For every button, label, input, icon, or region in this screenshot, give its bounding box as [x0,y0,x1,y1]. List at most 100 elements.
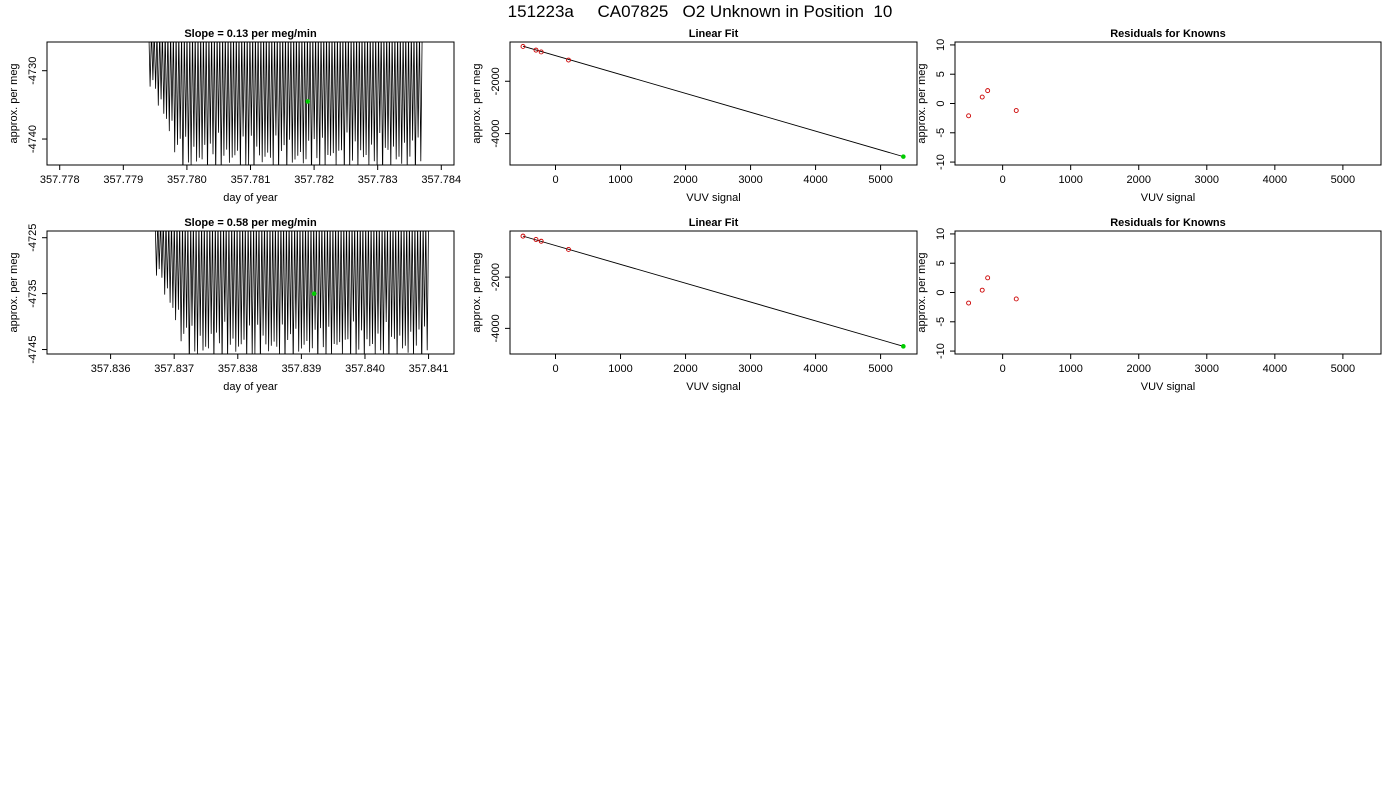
x-tick-label: 357.841 [409,363,449,375]
x-tick-label: 3000 [738,174,762,186]
chart-title: Slope = 0.13 per meg/min [184,28,317,40]
unknown-point [901,154,906,159]
y-tick-label: -2000 [490,67,502,95]
y-axis-label: approx. per meg [471,63,483,143]
x-tick-label: 357.780 [167,174,207,186]
chart-title: Residuals for Knowns [1110,28,1226,40]
plot-frame [954,230,1382,355]
y-tick-label: 10 [935,39,947,51]
x-axis-label: day of year [223,192,278,204]
plot-frame [509,230,918,355]
fit-line [522,45,904,158]
y-tick-label: -5 [935,317,947,327]
y-tick-label: -5 [935,128,947,138]
x-tick-label: 4000 [1263,174,1287,186]
y-axis-label: approx. per meg [916,252,928,332]
x-tick-label: 2000 [673,174,697,186]
known-point [566,57,571,63]
current-point [311,291,317,296]
plot-marks [520,43,906,159]
x-tick-label: 4000 [803,363,827,375]
x-tick-label: 0 [552,363,558,375]
known-point [966,300,972,306]
y-tick-label: 0 [935,100,947,106]
x-tick-label: 357.784 [421,174,461,186]
y-tick-label: -4000 [490,120,502,148]
current-point [305,99,311,104]
y-tick-label: -4725 [27,224,39,252]
x-tick-label: 0 [1000,174,1006,186]
y-tick-label: -10 [935,154,947,170]
chart-title: Residuals for Knowns [1110,217,1226,229]
y-tick-label: -4730 [27,57,39,85]
x-tick-label: 5000 [868,174,892,186]
y-tick-label: 10 [935,228,947,240]
y-axis-label: approx. per meg [916,63,928,143]
known-point [566,246,571,252]
y-axis-label: approx. per meg [8,63,20,143]
known-point [538,49,544,55]
chart-title: Linear Fit [689,217,739,229]
y-tick-label: -10 [935,343,947,359]
plot-frame [509,41,918,166]
x-axis-label: VUV signal [1141,381,1195,393]
chart-panel-2: Linear Fit 0 1000 2000 3000 4000 5000 -4000 -200… [471,28,918,204]
chart-title: Linear Fit [689,28,739,40]
x-tick-label: 0 [1000,363,1006,375]
chart-title: Slope = 0.58 per meg/min [184,217,317,229]
y-tick-label: 5 [935,71,947,77]
series-trace [148,42,423,165]
unknown-point [901,344,906,349]
chart-panel-1: Slope = 0.13 per meg/min 357.778 357.779 35… [8,28,461,204]
x-tick-label: 4000 [1263,363,1287,375]
x-tick-label: 2000 [673,363,697,375]
x-tick-label: 357.782 [294,174,334,186]
y-axis-label: approx. per meg [8,252,20,332]
known-point [979,94,985,100]
x-tick-label: 357.778 [40,174,80,186]
x-tick-label: 5000 [1331,363,1355,375]
known-point [533,237,539,242]
x-tick-label: 2000 [1126,363,1150,375]
x-tick-label: 1000 [1058,174,1082,186]
plot-marks [155,231,429,354]
x-tick-label: 357.837 [154,363,194,375]
fit-line [522,235,904,347]
y-axis-label: approx. per meg [471,252,483,332]
plot-marks [148,42,423,165]
x-tick-label: 1000 [1058,363,1082,375]
y-tick-label: -4745 [27,335,39,363]
x-tick-label: 357.840 [345,363,385,375]
x-tick-label: 357.838 [218,363,258,375]
x-tick-label: 357.779 [103,174,143,186]
x-axis-label: VUV signal [1141,192,1195,204]
known-point [979,287,985,293]
plot-frame [954,41,1382,166]
x-tick-label: 0 [552,174,558,186]
x-tick-label: 357.836 [91,363,131,375]
chart-panel-4: Slope = 0.58 per meg/min 357.836 357.837 35… [8,217,455,393]
x-tick-label: 5000 [868,363,892,375]
known-point [520,43,526,49]
y-tick-label: -4000 [490,314,502,342]
known-point [985,88,991,94]
chart-panel-6: Residuals for Knowns 0 1000 2000 3000 4000 500… [916,217,1382,393]
x-tick-label: 2000 [1126,174,1150,186]
x-tick-label: 1000 [608,174,632,186]
y-tick-label: 0 [935,289,947,295]
x-tick-label: 3000 [1195,174,1219,186]
x-tick-label: 357.783 [358,174,398,186]
x-axis-label: VUV signal [686,192,740,204]
known-point [538,238,544,244]
known-point [1013,296,1019,302]
y-tick-label: -2000 [490,263,502,291]
x-tick-label: 357.839 [281,363,321,375]
known-point [1013,108,1019,113]
y-tick-label: -4740 [27,125,39,153]
chart-panel-5: Linear Fit 0 1000 2000 3000 4000 5000 -4000 -200… [471,217,918,393]
plot-marks [520,233,906,349]
x-axis-label: VUV signal [686,381,740,393]
x-tick-label: 5000 [1331,174,1355,186]
known-point [966,113,972,119]
plot-marks [966,275,1019,306]
